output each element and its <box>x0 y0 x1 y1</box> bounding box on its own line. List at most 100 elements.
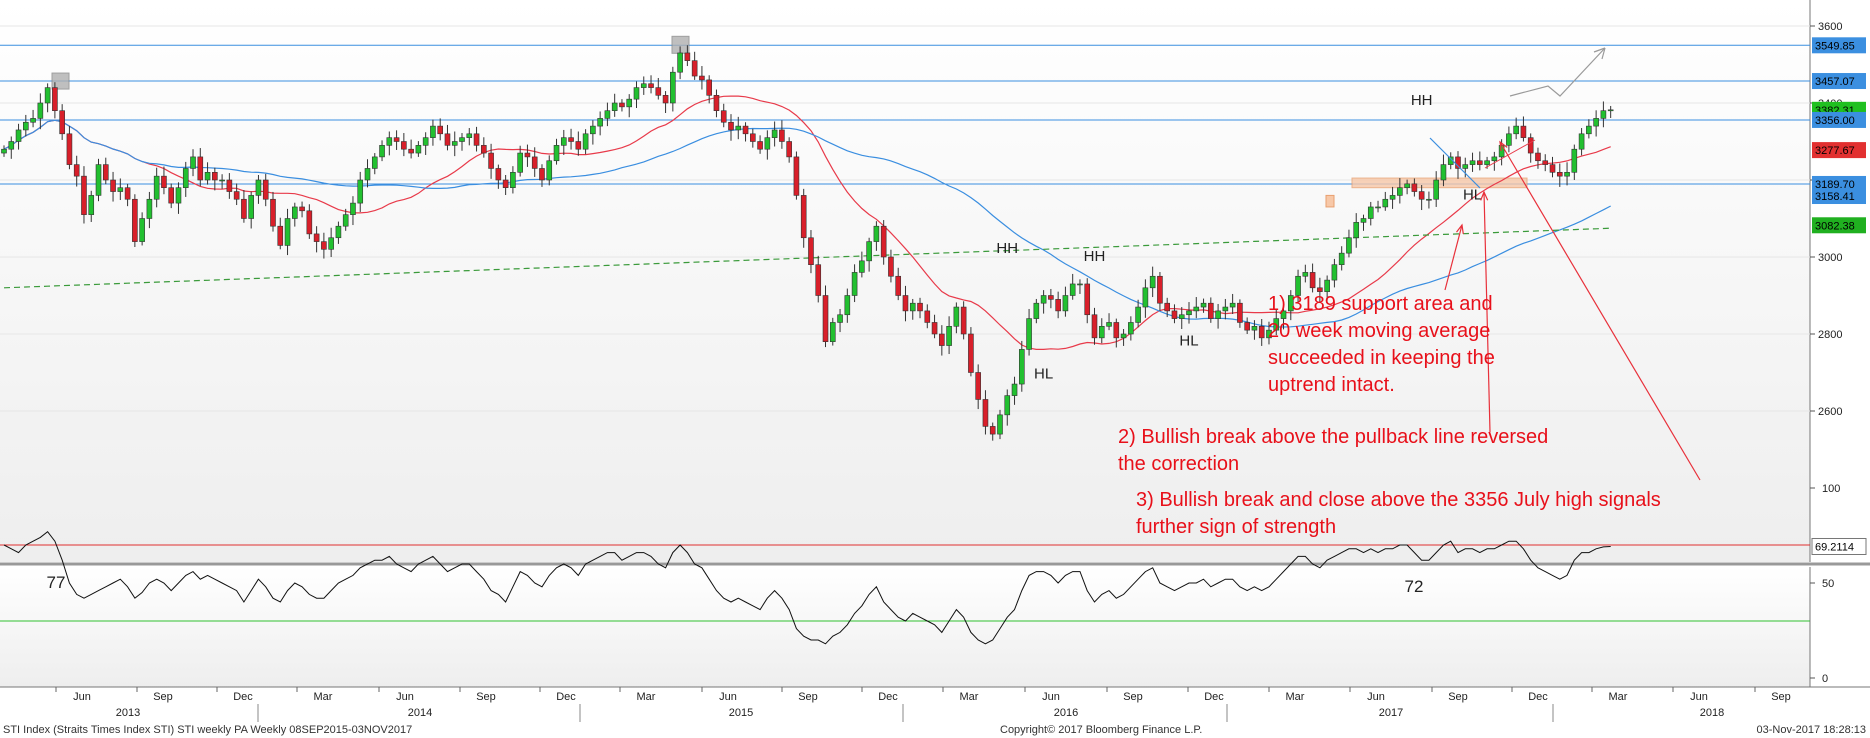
candle-down <box>539 168 545 181</box>
candle-down <box>1535 152 1541 162</box>
footer-center-text: Copyright© 2017 Bloomberg Finance L.P. <box>1000 724 1202 736</box>
candle-up <box>342 214 349 227</box>
candle-down <box>989 426 996 435</box>
candle-down <box>102 164 109 181</box>
candle-down <box>1113 322 1120 339</box>
candle-down <box>1055 299 1061 312</box>
candle-down <box>168 187 175 204</box>
candle-down <box>502 179 509 188</box>
candle-up <box>590 125 596 135</box>
pullback-line <box>1429 137 1481 189</box>
candle-up <box>829 322 836 343</box>
candle-down <box>408 148 414 154</box>
candle-down <box>619 102 625 108</box>
candle-up <box>873 225 880 242</box>
candle-down <box>931 322 938 335</box>
candle-up <box>1586 125 1592 135</box>
candle-up <box>517 152 523 173</box>
candle-down <box>575 141 582 150</box>
candle-down <box>437 125 444 135</box>
year-label: 2017 <box>1379 707 1403 719</box>
candle-down <box>1477 160 1483 165</box>
month-label: Jun <box>1042 691 1060 703</box>
candle-up <box>1149 275 1156 289</box>
candle-up <box>1200 302 1207 308</box>
footer-right-text: 03-Nov-2017 18:28:13 <box>1757 724 1866 736</box>
candle-up <box>640 83 647 88</box>
price-label-box <box>1812 73 1866 90</box>
candle-down <box>161 175 167 188</box>
candle-up <box>837 314 843 323</box>
candle-up <box>1135 306 1141 323</box>
candle-up <box>139 218 145 242</box>
candle-up <box>328 237 334 250</box>
candle-up <box>1193 306 1200 312</box>
price-label-box <box>1812 142 1866 159</box>
candle-up <box>1338 252 1345 265</box>
footer-left-text: STI Index (Straits Times Index STI) STI … <box>3 724 412 736</box>
candle-down <box>968 333 974 373</box>
candle-down <box>233 191 240 200</box>
pattern-label: HL <box>1179 333 1198 350</box>
month-label: Mar <box>314 691 333 703</box>
month-label: Mar <box>960 691 979 703</box>
year-label: 2018 <box>1700 707 1724 719</box>
candle-down <box>750 133 756 142</box>
candle-up <box>1367 206 1374 219</box>
candle-down <box>59 110 65 135</box>
candle-up <box>1484 160 1490 165</box>
candle-down <box>197 156 204 181</box>
candle-down <box>888 256 894 277</box>
candle-up <box>1346 237 1352 254</box>
price-label-box <box>1812 217 1866 234</box>
candle-up <box>670 71 676 104</box>
candle-up <box>284 218 291 246</box>
candle-down <box>1418 191 1425 200</box>
candle-down <box>720 110 727 123</box>
month-label: Sep <box>153 691 173 703</box>
candle-down <box>299 206 305 212</box>
candle-down <box>786 141 792 158</box>
candle-down <box>975 372 981 400</box>
candle-up <box>1142 287 1149 308</box>
candle-up <box>459 137 465 142</box>
candle-up <box>1018 349 1025 385</box>
candle-down <box>728 121 734 131</box>
price-tick-label: 2800 <box>1818 329 1842 341</box>
commentary-line: uptrend intact. <box>1268 374 1395 396</box>
candle-up <box>182 168 189 188</box>
candle-up <box>291 206 298 219</box>
candle-up <box>248 195 254 219</box>
rsi-tick-label: 100 <box>1822 483 1840 495</box>
candle-up <box>1033 302 1040 319</box>
month-label: Jun <box>1690 691 1708 703</box>
pointer-arrow-3 <box>1499 141 1701 481</box>
candle-up <box>677 52 683 73</box>
peak-marker-box <box>51 72 70 90</box>
candle-up <box>1069 283 1076 296</box>
ma-52-line <box>3 119 1611 328</box>
candle-up <box>859 260 865 273</box>
candle-down <box>313 233 320 242</box>
candle-down <box>444 133 451 146</box>
price-label-text: 3457.07 <box>1815 76 1855 88</box>
candle-up <box>1287 295 1294 312</box>
candle-up <box>1506 133 1512 146</box>
candle-down <box>1549 164 1556 173</box>
candle-up <box>1426 198 1432 201</box>
rsi-peak-label: 72 <box>1405 577 1424 596</box>
price-tick-label: 3000 <box>1818 252 1842 264</box>
price-label-text: 3277.67 <box>1815 145 1855 157</box>
projection-arrow <box>1509 47 1606 97</box>
candle-down <box>1237 302 1243 323</box>
month-label: Dec <box>233 691 253 703</box>
candle-up <box>1433 179 1439 200</box>
candle-up <box>1324 279 1330 292</box>
candle-up <box>844 295 851 316</box>
candle-up <box>1593 118 1599 127</box>
candle-up <box>611 102 618 111</box>
candle-up <box>626 98 633 108</box>
price-label-text: 3158.41 <box>1815 191 1855 203</box>
pointer-arrow-2-head <box>1480 190 1489 201</box>
candle-up <box>415 145 422 154</box>
